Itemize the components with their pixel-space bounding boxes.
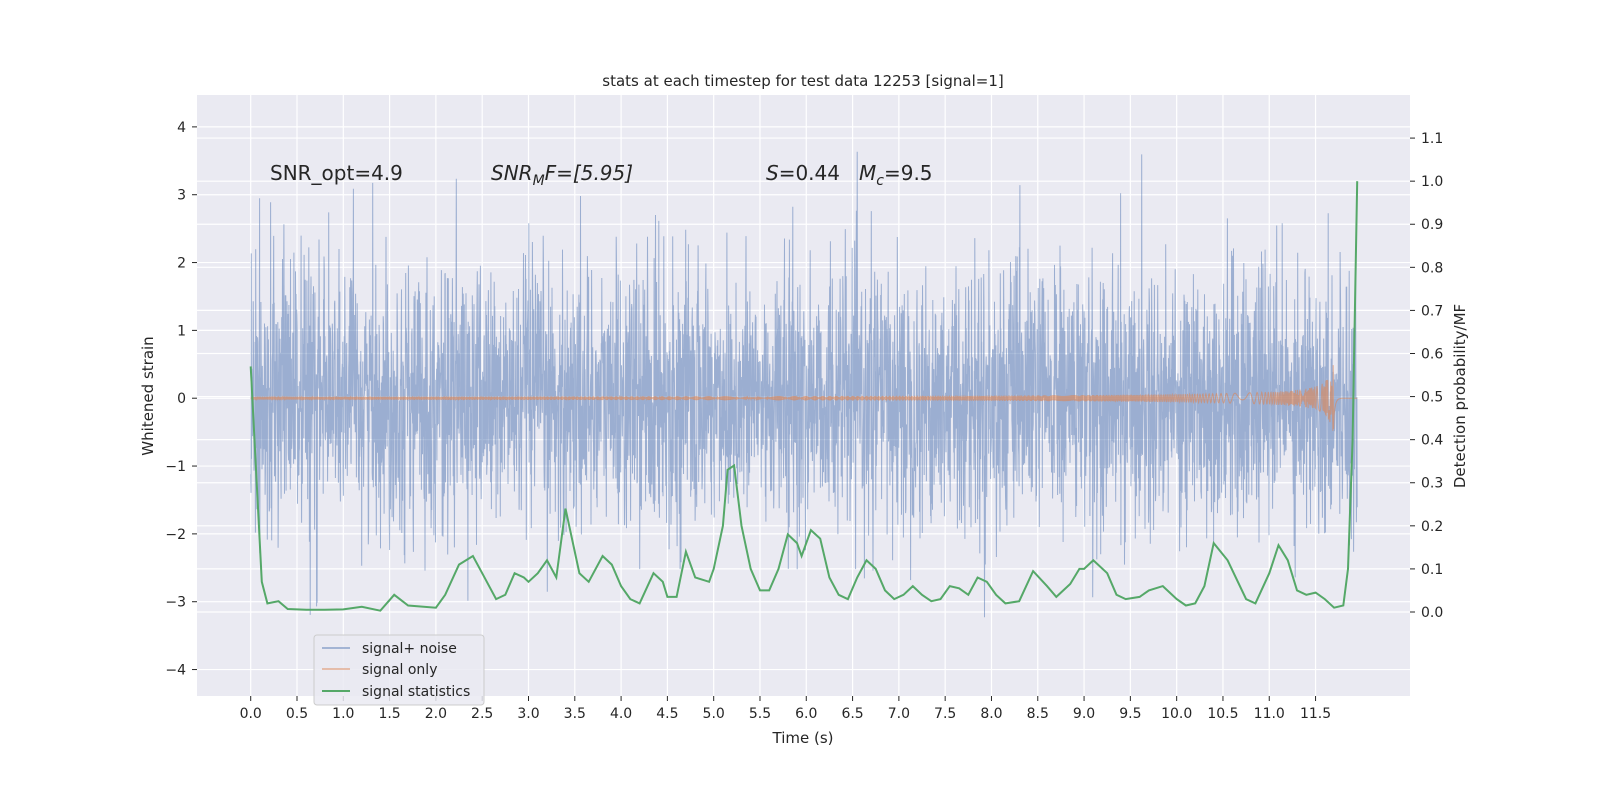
y2-tick-label: 0.4: [1421, 433, 1443, 449]
x-tick-label: 5.0: [703, 706, 725, 722]
statistics-series: [249, 181, 1359, 612]
snr-mf-main: SNR: [491, 161, 533, 185]
x-tick-label: 0.5: [286, 706, 308, 722]
y2-tick-label: 0.6: [1421, 346, 1443, 362]
y-tick-label: −4: [165, 663, 186, 679]
y-axis-label: Whitened strain: [139, 336, 157, 455]
x-tick-label: 2.0: [425, 706, 447, 722]
y-tick-label: 3: [177, 188, 186, 204]
y-tick-label: −3: [165, 595, 186, 611]
x-tick-label: 1.5: [378, 706, 400, 722]
y2-tick-label: 0.5: [1421, 390, 1443, 406]
legend-label-statistics: signal statistics: [362, 684, 470, 700]
y2-tick-label: 0.8: [1421, 260, 1443, 276]
annotation-snr-mf: SNRMF=[5.95]: [491, 161, 633, 189]
legend-label-signal: signal only: [362, 662, 437, 678]
x-tick-label: 0.0: [240, 706, 262, 722]
x-tick-label: 4.0: [610, 706, 632, 722]
x-tick-label: 10.0: [1161, 706, 1192, 722]
y2-tick-label: 1.0: [1421, 174, 1443, 190]
x-tick-label: 11.0: [1254, 706, 1285, 722]
x-tick-label: 9.0: [1073, 706, 1095, 722]
y2-tick-label: 0.9: [1421, 217, 1443, 233]
s-var: S: [766, 161, 779, 185]
y-tick-label: 1: [177, 323, 186, 339]
y2-tick-label: 0.2: [1421, 519, 1443, 535]
statistics-line: [249, 181, 1359, 612]
x-tick-label: 8.5: [1027, 706, 1049, 722]
y-axis-ticks: −4 −3 −2 −1 0 1 2 3 4: [165, 120, 197, 679]
x-tick-label: 3.0: [517, 706, 539, 722]
x-tick-label: 9.5: [1119, 706, 1141, 722]
y-tick-label: −1: [165, 459, 186, 475]
x-tick-label: 5.5: [749, 706, 771, 722]
x-tick-label: 1.0: [332, 706, 354, 722]
y-tick-label: 0: [177, 391, 186, 407]
mc-sub: c: [876, 173, 884, 189]
annotation-snr-opt: SNR_opt=4.9: [270, 161, 403, 185]
noise-series: [250, 151, 1358, 618]
x-tick-label: 7.0: [888, 706, 910, 722]
signal-trace: [250, 365, 1358, 431]
legend-label-noise: signal+ noise: [362, 641, 457, 657]
y-tick-label: 4: [177, 120, 186, 136]
y2-tick-label: 0.3: [1421, 476, 1443, 492]
mc-rest: =9.5: [884, 161, 933, 185]
noise-trace: [250, 151, 1358, 618]
annotation-s: S=0.44: [766, 161, 840, 185]
x-tick-label: 10.5: [1207, 706, 1238, 722]
x-tick-label: 7.5: [934, 706, 956, 722]
chart-title: stats at each timestep for test data 122…: [602, 72, 1003, 90]
x-axis-ticks: 0.0 0.5 1.0 1.5 2.0 2.5 3.0 3.5 4.0 4.5 5.0 5.5 6.0 6…: [240, 696, 1331, 722]
snr-mf-sub: M: [533, 173, 545, 189]
y-tick-label: 2: [177, 256, 186, 272]
snr-mf-rest: F=[5.95]: [545, 161, 633, 185]
x-tick-label: 6.0: [795, 706, 817, 722]
y2-tick-label: 0.0: [1421, 605, 1443, 621]
x-tick-label: 11.5: [1300, 706, 1331, 722]
x-tick-label: 2.5: [471, 706, 493, 722]
x-tick-label: 8.0: [980, 706, 1002, 722]
y2-tick-label: 1.1: [1421, 131, 1443, 147]
legend: signal+ noise signal only signal statist…: [313, 634, 485, 706]
y2-axis-label: Detection probability/MF: [1451, 304, 1469, 488]
y2-axis-ticks: 0.0 0.1 0.2 0.3 0.4 0.5 0.6 0.7 0.8 0.9 1.0 1.1: [1410, 131, 1443, 621]
mc-var: M: [859, 161, 876, 185]
s-rest: =0.44: [779, 161, 840, 185]
y2-tick-label: 0.7: [1421, 303, 1443, 319]
y-tick-label: −2: [165, 527, 186, 543]
x-tick-label: 3.5: [564, 706, 586, 722]
x-tick-label: 6.5: [841, 706, 863, 722]
y2-tick-label: 0.1: [1421, 562, 1443, 578]
x-axis-label: Time (s): [772, 729, 834, 747]
x-tick-label: 4.5: [656, 706, 678, 722]
annotation-mc: Mc=9.5: [859, 161, 933, 189]
signal-series: [250, 365, 1358, 431]
